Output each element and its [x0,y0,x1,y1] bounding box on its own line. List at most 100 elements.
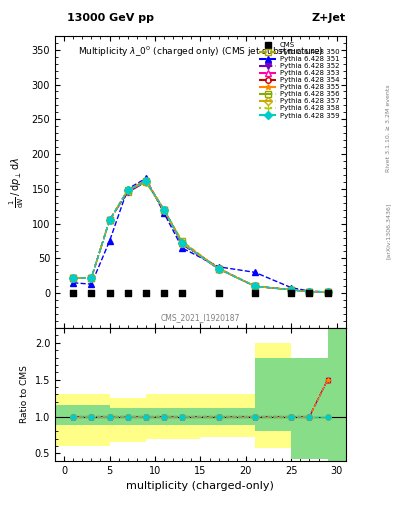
CMS [125,289,131,297]
Pythia 6.428 358 [289,287,294,293]
Pythia 6.428 354 [143,178,148,184]
Y-axis label: $\frac{1}{\mathrm{d}N}\,/\,\mathrm{d}p_\perp\,\mathrm{d}\lambda$: $\frac{1}{\mathrm{d}N}\,/\,\mathrm{d}p_\… [8,156,26,208]
Pythia 6.428 358 [325,289,330,295]
Pythia 6.428 356 [325,289,330,295]
Pythia 6.428 350 [307,289,312,295]
Pythia 6.428 356 [71,275,75,281]
Pythia 6.428 352 [71,275,75,281]
Pythia 6.428 352 [289,287,294,293]
Text: Multiplicity $\lambda\_0^0$ (charged only) (CMS jet substructure): Multiplicity $\lambda\_0^0$ (charged onl… [77,45,323,59]
Pythia 6.428 350 [71,275,75,281]
Pythia 6.428 353 [71,275,75,281]
Pythia 6.428 357 [162,207,167,214]
Pythia 6.428 353 [89,275,94,281]
X-axis label: multiplicity (charged-only): multiplicity (charged-only) [127,481,274,491]
Pythia 6.428 351 [143,176,148,182]
Line: Pythia 6.428 352: Pythia 6.428 352 [70,179,331,294]
Pythia 6.428 356 [307,289,312,295]
CMS [107,289,113,297]
Text: CMS_2021_I1920187: CMS_2021_I1920187 [161,313,240,322]
Pythia 6.428 354 [162,208,167,214]
Pythia 6.428 359 [253,283,257,289]
Pythia 6.428 358 [107,217,112,223]
Pythia 6.428 353 [162,207,167,213]
Pythia 6.428 351 [216,264,221,270]
Pythia 6.428 357 [253,283,257,289]
Legend: CMS, Pythia 6.428 350, Pythia 6.428 351, Pythia 6.428 352, Pythia 6.428 353, Pyt: CMS, Pythia 6.428 350, Pythia 6.428 351,… [256,39,342,121]
Pythia 6.428 350 [289,287,294,293]
Pythia 6.428 356 [180,240,185,246]
Pythia 6.428 354 [325,289,330,295]
Line: Pythia 6.428 350: Pythia 6.428 350 [70,179,331,294]
CMS [307,289,313,297]
Bar [255,357,291,431]
CMS [252,289,258,297]
Pythia 6.428 357 [143,179,148,185]
Pythia 6.428 358 [253,283,257,289]
Pythia 6.428 354 [89,275,94,281]
Text: 13000 GeV pp: 13000 GeV pp [67,13,154,23]
Pythia 6.428 355 [107,217,112,223]
Pythia 6.428 353 [307,289,312,295]
Line: Pythia 6.428 358: Pythia 6.428 358 [70,179,331,294]
Line: Pythia 6.428 356: Pythia 6.428 356 [70,179,331,294]
Pythia 6.428 358 [143,179,148,185]
Pythia 6.428 356 [143,178,148,184]
Pythia 6.428 352 [143,179,148,185]
Pythia 6.428 355 [89,275,94,281]
Pythia 6.428 357 [89,275,94,281]
Text: [arXiv:1306.3436]: [arXiv:1306.3436] [386,202,391,259]
Pythia 6.428 358 [71,275,75,281]
Pythia 6.428 359 [216,266,221,272]
CMS [143,289,149,297]
Pythia 6.428 356 [289,287,294,293]
Pythia 6.428 356 [125,187,130,194]
Pythia 6.428 357 [307,289,312,295]
Pythia 6.428 351 [180,245,185,251]
Pythia 6.428 357 [180,240,185,246]
Pythia 6.428 354 [253,283,257,289]
Bar [200,408,255,425]
Pythia 6.428 354 [71,275,75,281]
Bar [110,408,146,425]
Pythia 6.428 350 [89,275,94,281]
Pythia 6.428 354 [216,265,221,271]
Bar [291,357,328,459]
Pythia 6.428 352 [125,189,130,196]
Pythia 6.428 355 [180,240,185,246]
Bar [146,394,200,439]
Pythia 6.428 352 [325,289,330,295]
Pythia 6.428 359 [125,187,130,194]
Pythia 6.428 351 [71,280,75,286]
Pythia 6.428 351 [162,210,167,216]
Pythia 6.428 359 [180,240,185,246]
Pythia 6.428 359 [307,289,312,295]
Pythia 6.428 359 [89,275,94,281]
CMS [179,289,185,297]
Pythia 6.428 350 [107,217,112,223]
Pythia 6.428 354 [125,187,130,194]
Line: Pythia 6.428 355: Pythia 6.428 355 [70,177,331,294]
Pythia 6.428 358 [125,187,130,194]
Pythia 6.428 354 [307,289,312,295]
Pythia 6.428 351 [289,285,294,291]
Line: Pythia 6.428 353: Pythia 6.428 353 [70,178,331,294]
Pythia 6.428 355 [307,289,312,295]
Pythia 6.428 350 [180,238,185,244]
Bar [200,394,255,437]
Pythia 6.428 359 [107,217,112,223]
Bar [146,408,200,425]
Pythia 6.428 351 [325,289,330,295]
Bar [255,343,291,449]
CMS [215,289,222,297]
Pythia 6.428 351 [107,238,112,244]
Pythia 6.428 352 [180,242,185,248]
Pythia 6.428 356 [162,207,167,213]
Pythia 6.428 357 [107,217,112,223]
Line: Pythia 6.428 351: Pythia 6.428 351 [70,176,331,294]
Pythia 6.428 350 [253,283,257,289]
Pythia 6.428 353 [325,289,330,295]
Pythia 6.428 359 [289,287,294,293]
Pythia 6.428 358 [162,207,167,214]
Pythia 6.428 352 [89,275,94,281]
